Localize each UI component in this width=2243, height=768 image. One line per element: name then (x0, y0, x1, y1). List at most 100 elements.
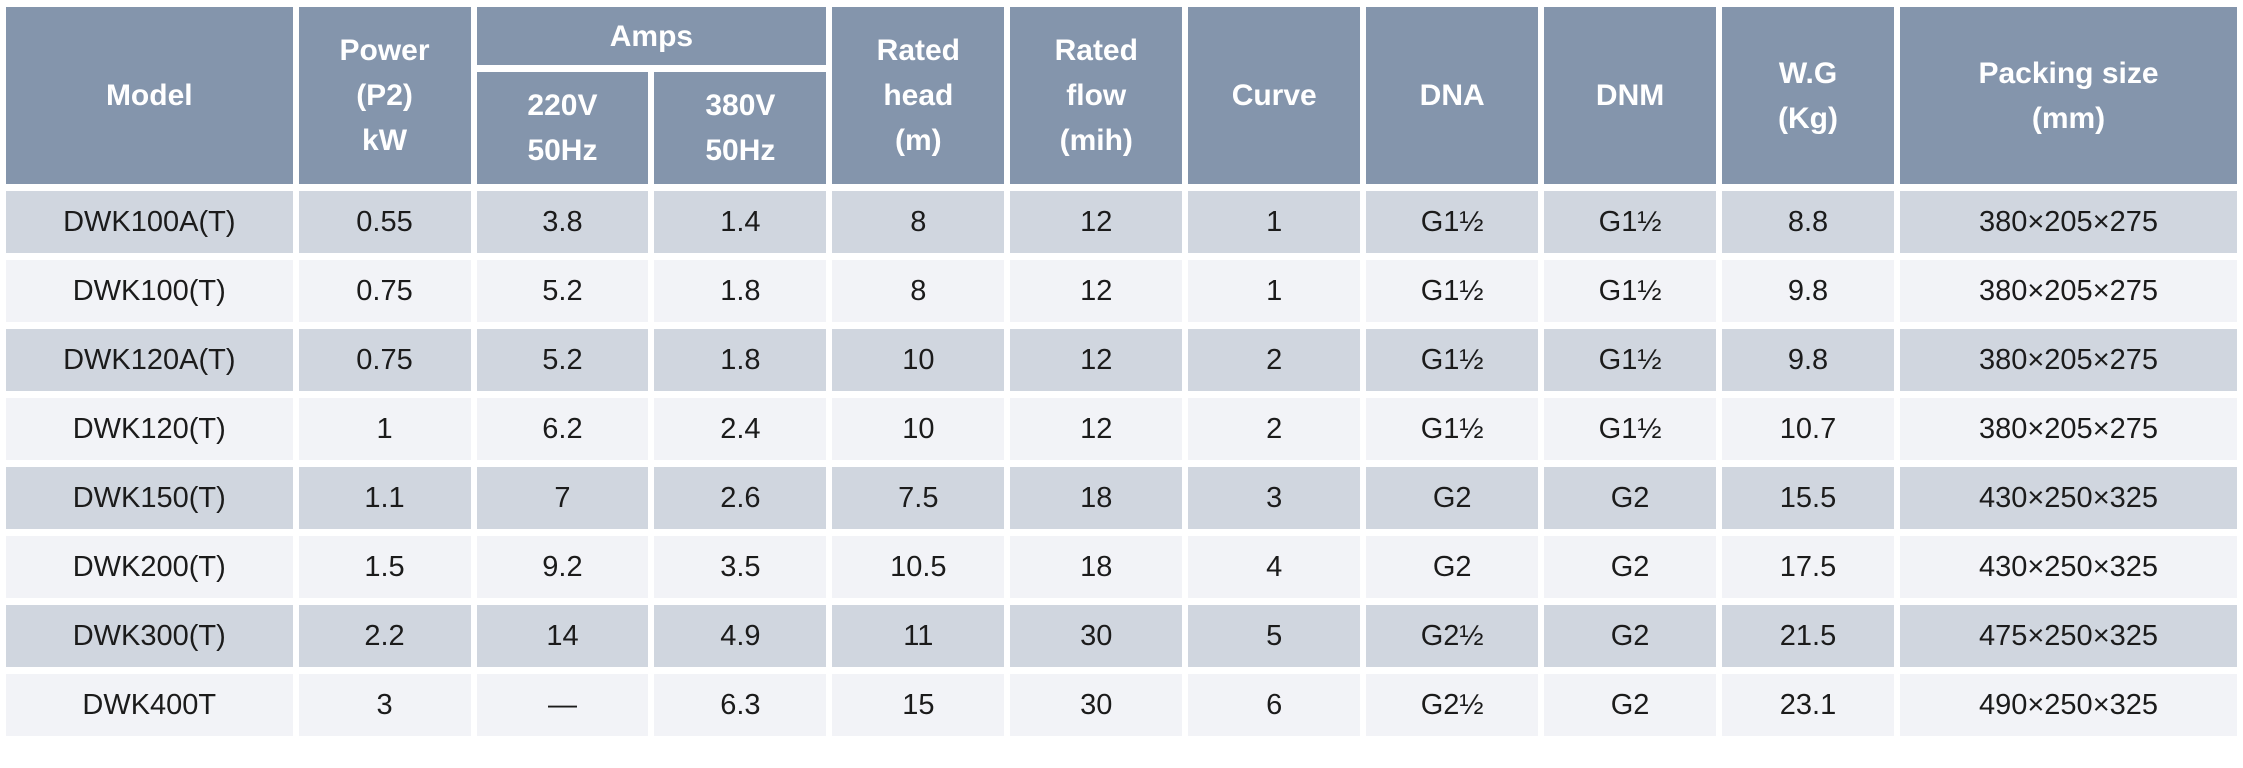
cell-wg: 9.8 (1722, 260, 1894, 322)
cell-flow: 12 (1010, 191, 1183, 253)
cell-power: 1.5 (298, 536, 471, 598)
cell-power: 0.75 (298, 260, 471, 322)
cell-packing: 380×205×275 (1900, 260, 2237, 322)
cell-amps-220: — (476, 674, 649, 736)
cell-amps-380: 1.8 (654, 260, 827, 322)
col-header-amps-220v: 220V 50Hz (476, 72, 649, 184)
cell-head: 10.5 (832, 536, 1005, 598)
cell-head: 7.5 (832, 467, 1005, 529)
cell-power: 1 (298, 398, 471, 460)
cell-dna: G1½ (1366, 260, 1539, 322)
cell-curve: 2 (1188, 398, 1361, 460)
cell-model: DWK400T (6, 674, 293, 736)
col-header-curve-label: Curve (1231, 79, 1317, 112)
cell-dnm: G1½ (1544, 329, 1717, 391)
cell-amps-380: 2.4 (654, 398, 827, 460)
col-header-curve: Curve (1188, 7, 1361, 184)
col-header-power: Power (P2) kW (298, 7, 471, 184)
cell-wg: 10.7 (1722, 398, 1894, 460)
col-header-model: Model (6, 7, 293, 184)
table-row: DWK300(T) 2.2 14 4.9 11 30 5 G2½ G2 21.5 475×250×3… (6, 605, 2237, 667)
cell-amps-220: 6.2 (476, 398, 649, 460)
cell-dna: G2 (1366, 536, 1539, 598)
cell-model: DWK150(T) (6, 467, 293, 529)
cell-power: 1.1 (298, 467, 471, 529)
cell-wg: 8.8 (1722, 191, 1894, 253)
cell-head: 10 (832, 329, 1005, 391)
cell-packing: 380×205×275 (1900, 191, 2237, 253)
table-row: DWK120A(T) 0.75 5.2 1.8 10 12 2 G1½ G1½ 9.8 380×20… (6, 329, 2237, 391)
cell-flow: 12 (1010, 398, 1183, 460)
cell-packing: 475×250×325 (1900, 605, 2237, 667)
cell-packing: 490×250×325 (1900, 674, 2237, 736)
cell-amps-220: 3.8 (476, 191, 649, 253)
cell-dnm: G2 (1544, 674, 1717, 736)
cell-model: DWK100A(T) (6, 191, 293, 253)
cell-packing: 380×205×275 (1900, 329, 2237, 391)
cell-head: 15 (832, 674, 1005, 736)
table-row: DWK120(T) 1 6.2 2.4 10 12 2 G1½ G1½ 10.7 380×205×2… (6, 398, 2237, 460)
cell-power: 0.75 (298, 329, 471, 391)
cell-dnm: G2 (1544, 536, 1717, 598)
cell-head: 10 (832, 398, 1005, 460)
cell-amps-380: 3.5 (654, 536, 827, 598)
cell-amps-380: 2.6 (654, 467, 827, 529)
cell-wg: 23.1 (1722, 674, 1894, 736)
cell-amps-380: 6.3 (654, 674, 827, 736)
cell-packing: 430×250×325 (1900, 467, 2237, 529)
cell-curve: 2 (1188, 329, 1361, 391)
col-header-rated-head: Rated head (m) (832, 7, 1005, 184)
cell-wg: 17.5 (1722, 536, 1894, 598)
table-row: DWK200(T) 1.5 9.2 3.5 10.5 18 4 G2 G2 17.5 430×250… (6, 536, 2237, 598)
cell-dnm: G2 (1544, 605, 1717, 667)
cell-flow: 12 (1010, 260, 1183, 322)
col-header-dnm-label: DNM (1595, 79, 1665, 112)
cell-amps-220: 9.2 (476, 536, 649, 598)
col-header-amps-label: Amps (609, 19, 694, 53)
cell-dna: G1½ (1366, 398, 1539, 460)
cell-model: DWK100(T) (6, 260, 293, 322)
cell-power: 2.2 (298, 605, 471, 667)
cell-curve: 4 (1188, 536, 1361, 598)
cell-packing: 380×205×275 (1900, 398, 2237, 460)
table-row: DWK400T 3—6.3 15 30 6 G2½ G2 23.1 490×250×325 (6, 674, 2237, 736)
cell-dna: G1½ (1366, 191, 1539, 253)
cell-curve: 3 (1188, 467, 1361, 529)
cell-model: DWK300(T) (6, 605, 293, 667)
cell-flow: 18 (1010, 536, 1183, 598)
cell-packing: 430×250×325 (1900, 536, 2237, 598)
cell-dnm: G1½ (1544, 260, 1717, 322)
cell-amps-220: 5.2 (476, 329, 649, 391)
cell-model: DWK120(T) (6, 398, 293, 460)
cell-amps-380: 1.8 (654, 329, 827, 391)
cell-power: 3 (298, 674, 471, 736)
col-header-dnm: DNM (1544, 7, 1717, 184)
cell-flow: 18 (1010, 467, 1183, 529)
cell-flow: 12 (1010, 329, 1183, 391)
col-header-rated-flow: Rated flow (mih) (1010, 7, 1183, 184)
cell-head: 8 (832, 191, 1005, 253)
cell-amps-380: 4.9 (654, 605, 827, 667)
cell-flow: 30 (1010, 674, 1183, 736)
col-header-dna: DNA (1366, 7, 1539, 184)
cell-wg: 21.5 (1722, 605, 1894, 667)
cell-wg: 15.5 (1722, 467, 1894, 529)
col-header-wg: W.G (Kg) (1722, 7, 1894, 184)
cell-dna: G2½ (1366, 674, 1539, 736)
table-body: DWK100A(T) 0.55 3.8 1.4 8 12 1 G1½ G1½ 8.8 380×205… (6, 191, 2237, 736)
cell-wg: 9.8 (1722, 329, 1894, 391)
cell-curve: 1 (1188, 260, 1361, 322)
table-row: DWK150(T) 1.1 7 2.6 7.5 18 3 G2 G2 15.5 430×250×32… (6, 467, 2237, 529)
cell-curve: 1 (1188, 191, 1361, 253)
col-header-model-label: Model (105, 79, 193, 112)
cell-dna: G1½ (1366, 329, 1539, 391)
spec-table: Model Power (P2) kW Amps Rated head (m) … (6, 7, 2237, 736)
cell-head: 11 (832, 605, 1005, 667)
col-header-dna-label: DNA (1419, 79, 1485, 112)
cell-model: DWK120A(T) (6, 329, 293, 391)
cell-amps-220: 14 (476, 605, 649, 667)
col-header-amps: Amps (476, 7, 827, 65)
cell-curve: 5 (1188, 605, 1361, 667)
cell-dnm: G2 (1544, 467, 1717, 529)
table-row: DWK100A(T) 0.55 3.8 1.4 8 12 1 G1½ G1½ 8.8 380×205… (6, 191, 2237, 253)
